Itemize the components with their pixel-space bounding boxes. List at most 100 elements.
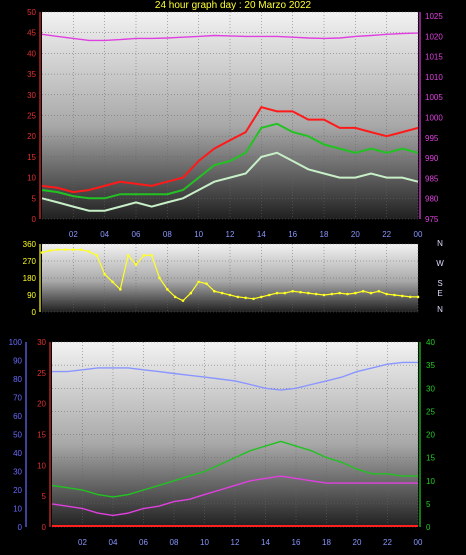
- pressure-tick-label: 980: [425, 195, 439, 204]
- pressure-tick-label: 995: [425, 134, 439, 143]
- humidity-tick-label: 100: [9, 338, 23, 347]
- direction-tick-label: 0: [32, 308, 37, 317]
- x-tick-label: 16: [288, 230, 297, 239]
- direction-point: [72, 248, 75, 251]
- rain-tick-label: 10: [37, 461, 46, 470]
- direction-point: [197, 280, 200, 284]
- direction-point: [126, 254, 130, 257]
- wind_gust-line: [41, 106, 419, 194]
- compass-label: W: [436, 259, 444, 268]
- wind-pressure-series: [41, 32, 419, 212]
- direction-point: [181, 299, 185, 302]
- direction-point: [158, 276, 161, 280]
- direction-point: [150, 254, 153, 257]
- humidity-axis-ticks: 0 10 20 30 40 50 60 70 80 90 100: [9, 338, 23, 532]
- rain-tick-label: 25: [37, 369, 46, 378]
- direction-point: [205, 282, 208, 285]
- direction-point: [416, 295, 420, 299]
- direction-tick-label: 270: [23, 257, 37, 266]
- direction-axis-ticks: 0 90 180 270 360: [23, 240, 37, 317]
- direction-point: [79, 248, 83, 251]
- direction-point: [330, 292, 334, 296]
- temp-tick-label: 30: [426, 384, 435, 393]
- temp-tick-label: 15: [426, 454, 435, 463]
- direction-point: [134, 263, 138, 267]
- wind-tick-label: 50: [27, 8, 36, 17]
- direction-tick-label: 360: [23, 240, 37, 249]
- wind-axis-ticks: 0 5 10 15 20 25 30 35 40 45 50: [27, 8, 36, 224]
- x-tick-label: 14: [261, 538, 270, 547]
- humidity-tick-label: 10: [13, 505, 22, 514]
- direction-point: [252, 297, 255, 301]
- pressure-tick-label: 985: [425, 174, 439, 183]
- direction-point: [354, 291, 357, 295]
- direction-point: [322, 293, 326, 297]
- temp-tick-label: 35: [426, 361, 435, 370]
- wind-tick-label: 20: [27, 132, 36, 141]
- direction-point: [267, 293, 271, 297]
- pressure-axis-ticks: 975 980 985 990 995 1000 1005 1010 1015 1020 1025: [425, 12, 443, 224]
- wind_speed-line: [41, 151, 419, 212]
- pressure-tick-label: 975: [425, 215, 439, 224]
- wind-pressure-x-ticks: 02 04 06 08 10 12 14 16 18 20 22 00: [69, 230, 423, 239]
- x-tick-label: 18: [322, 538, 331, 547]
- pressure-line: [41, 32, 419, 42]
- pressure-tick-label: 1025: [425, 12, 443, 21]
- direction-point: [189, 291, 193, 295]
- x-tick-label: 00: [414, 230, 423, 239]
- pressure-tick-label: 1020: [425, 32, 443, 41]
- x-tick-label: 04: [100, 230, 109, 239]
- direction-point: [299, 290, 302, 294]
- humidity-tick-label: 0: [18, 523, 23, 532]
- compass-label: E: [437, 289, 442, 298]
- rain-axis-ticks: 0 5 10 15 20 25 30: [37, 338, 46, 532]
- temp-tick-label: 25: [426, 407, 435, 416]
- x-tick-label: 10: [194, 230, 203, 239]
- x-tick-label: 06: [139, 538, 148, 547]
- direction-point: [111, 280, 114, 284]
- humidity-tick-label: 30: [13, 468, 22, 477]
- direction-point: [385, 292, 388, 296]
- wind-tick-label: 0: [32, 215, 37, 224]
- humidity-line: [52, 361, 418, 391]
- x-tick-label: 02: [69, 230, 78, 239]
- direction-point: [87, 250, 91, 253]
- compass-label: S: [437, 279, 442, 288]
- direction-point: [220, 291, 224, 295]
- rain-tick-label: 5: [42, 492, 47, 501]
- temp-humidity-x-ticks: 02 04 06 08 10 12 14 16 18 20 22 00: [78, 538, 423, 547]
- temp-tick-label: 0: [426, 523, 431, 532]
- pressure-tick-label: 1015: [425, 53, 443, 62]
- x-tick-label: 04: [109, 538, 118, 547]
- x-tick-label: 02: [78, 538, 87, 547]
- direction-point: [377, 289, 381, 293]
- humidity-tick-label: 80: [13, 375, 22, 384]
- direction-point: [166, 288, 169, 291]
- pressure-tick-label: 990: [425, 154, 439, 163]
- wind-tick-label: 15: [27, 153, 36, 162]
- direction-point: [95, 254, 99, 257]
- rain-tick-label: 15: [37, 431, 46, 440]
- wind-tick-label: 35: [27, 70, 36, 79]
- direction-point: [228, 293, 232, 297]
- direction-point: [275, 291, 279, 295]
- direction-point: [48, 249, 52, 252]
- humidity-tick-label: 70: [13, 394, 22, 403]
- rain-tick-label: 20: [37, 400, 46, 409]
- direction-point: [56, 248, 59, 251]
- direction-point: [283, 291, 287, 295]
- wind-direction-series: [40, 248, 420, 302]
- wind-tick-label: 25: [27, 112, 36, 121]
- direction-point: [408, 295, 412, 299]
- direction-point: [401, 294, 404, 298]
- x-tick-label: 14: [257, 230, 266, 239]
- direction-point: [142, 254, 146, 257]
- chart-title: 24 hour graph day : 20 Marzo 2022: [154, 0, 312, 11]
- temp-humidity-chart: 0 10 20 30 40 50 60 70 80 90 100 0 5 10 15 20 25 30 0 5 10…: [9, 338, 436, 547]
- humidity-tick-label: 60: [13, 412, 22, 421]
- direction-point: [314, 292, 318, 296]
- x-tick-label: 22: [382, 230, 391, 239]
- wind-tick-label: 30: [27, 91, 36, 100]
